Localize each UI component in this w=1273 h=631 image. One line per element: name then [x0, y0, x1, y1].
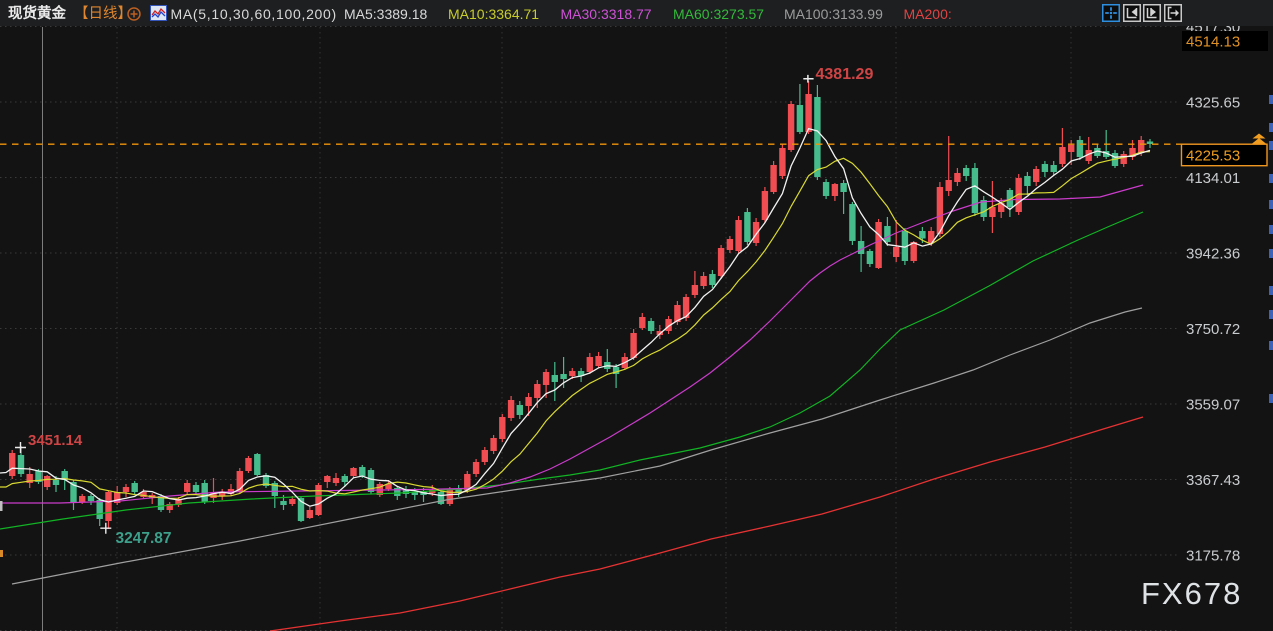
- svg-text:3750.72: 3750.72: [1186, 321, 1240, 338]
- svg-text:4134.01: 4134.01: [1186, 170, 1240, 187]
- svg-text:FX678: FX678: [1141, 576, 1242, 611]
- svg-text:3451.14: 3451.14: [28, 432, 83, 449]
- svg-text:3367.43: 3367.43: [1186, 472, 1240, 489]
- svg-text:3247.87: 3247.87: [116, 530, 172, 547]
- svg-text:4325.65: 4325.65: [1186, 94, 1240, 111]
- svg-text:3942.36: 3942.36: [1186, 245, 1240, 262]
- svg-text:4381.29: 4381.29: [816, 66, 874, 83]
- svg-text:4514.13: 4514.13: [1186, 34, 1240, 51]
- svg-text:3559.07: 3559.07: [1186, 396, 1240, 413]
- svg-text:3175.78: 3175.78: [1186, 547, 1240, 564]
- svg-text:4225.53: 4225.53: [1186, 147, 1240, 164]
